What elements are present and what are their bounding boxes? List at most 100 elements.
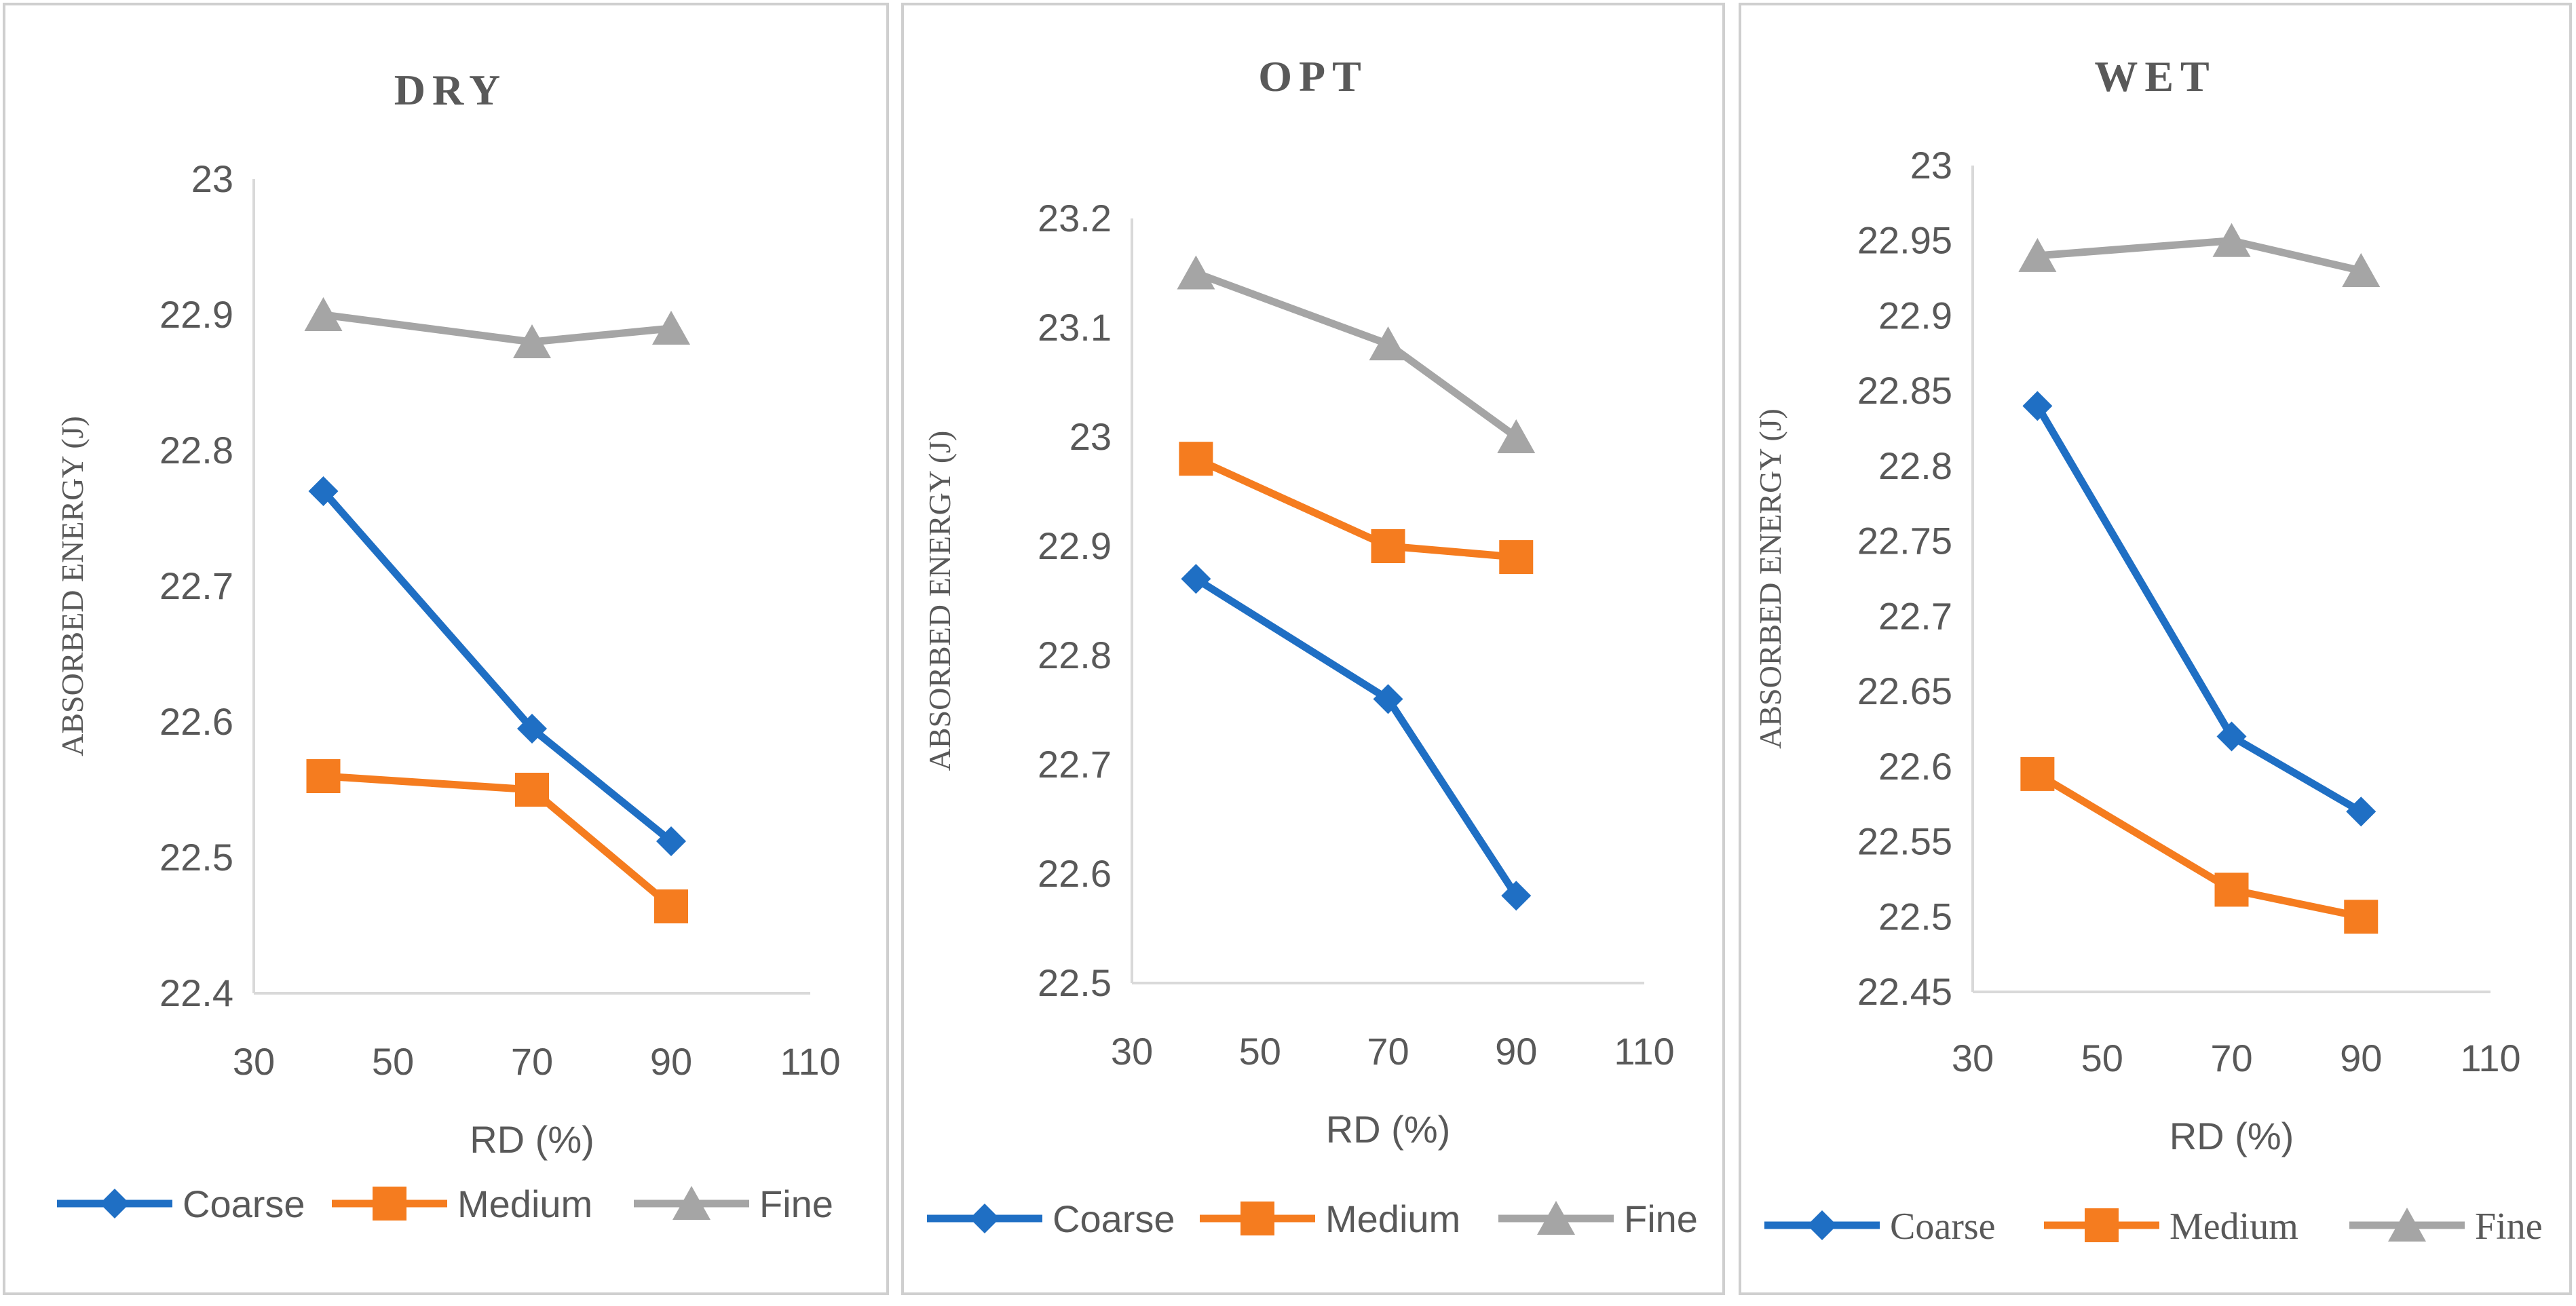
- y-tick-label: 22.6: [1038, 852, 1112, 895]
- legend-label: Coarse: [1890, 1206, 1996, 1248]
- data-point-fine: [304, 297, 343, 331]
- legend-label: Medium: [457, 1183, 592, 1225]
- y-tick-label: 22.9: [159, 293, 233, 336]
- data-point-coarse: [1181, 564, 1211, 594]
- chart-panel-dry: DRY 22.4 22.5 22.6 22.7 22.8 22.9 23 30 50 70 90 110…: [3, 3, 889, 1295]
- x-tick-label: 50: [2081, 1037, 2123, 1079]
- data-point-coarse: [1501, 881, 1532, 911]
- square-icon: [1240, 1202, 1274, 1235]
- data-point-fine: [1177, 255, 1215, 290]
- legend-item-medium: Medium: [1200, 1197, 1460, 1240]
- data-point-medium: [1179, 442, 1213, 476]
- y-tick-label: 22.8: [159, 429, 233, 472]
- y-tick-label: 22.85: [1857, 369, 1952, 412]
- triangle-icon: [1537, 1201, 1575, 1235]
- legend-label: Coarse: [183, 1183, 305, 1225]
- series-line-coarse: [2034, 404, 2364, 815]
- x-tick-label: 110: [1614, 1030, 1674, 1073]
- x-tick-label: 90: [2340, 1037, 2382, 1079]
- chart-title: DRY: [394, 66, 507, 114]
- chart-svg: OPT 22.5 22.6 22.7 22.8 22.9 23 23.1 23.2 30 50 70 9…: [922, 52, 1698, 1240]
- series-line-fine: [2037, 237, 2362, 275]
- x-axis-label: RD (%): [2170, 1115, 2294, 1157]
- data-point-coarse: [2346, 796, 2376, 827]
- x-tick-label: 30: [233, 1040, 275, 1083]
- y-axis-label: ABSORBED ENERGY (J): [922, 431, 957, 771]
- x-tick-label: 50: [1239, 1030, 1281, 1073]
- series-line-fine: [1194, 269, 1519, 440]
- data-point-coarse: [2216, 721, 2247, 752]
- data-point-coarse: [1373, 684, 1403, 714]
- x-tick-label: 30: [1952, 1037, 1994, 1079]
- x-tick-label: 110: [780, 1040, 840, 1083]
- y-tick-label: 22.5: [159, 836, 233, 879]
- data-point-fine: [1369, 326, 1407, 361]
- y-tick-label: 22.6: [159, 700, 233, 743]
- legend-label: Medium: [1325, 1197, 1460, 1240]
- chart-title: WET: [2094, 52, 2216, 100]
- legend-label: Coarse: [1053, 1197, 1175, 1240]
- legend-item-coarse: Coarse: [57, 1183, 305, 1225]
- y-tick-label: 22.8: [1038, 634, 1112, 676]
- y-tick-label: 22.55: [1857, 820, 1952, 863]
- legend-item-fine: Fine: [1498, 1197, 1698, 1240]
- y-tick-label: 22.6: [1878, 745, 1952, 788]
- square-icon: [2085, 1208, 2119, 1242]
- data-point-fine: [2212, 223, 2251, 257]
- chart-svg: DRY 22.4 22.5 22.6 22.7 22.8 22.9 23 30 50 70 90 110…: [55, 66, 841, 1225]
- data-point-coarse: [517, 714, 547, 744]
- data-point-fine: [652, 311, 690, 345]
- data-point-fine: [2018, 237, 2057, 272]
- triangle-icon: [673, 1186, 711, 1220]
- y-tick-label: 22.95: [1857, 219, 1952, 262]
- legend-item-fine: Fine: [634, 1183, 833, 1225]
- y-tick-label: 22.45: [1857, 970, 1952, 1013]
- data-point-medium: [1371, 529, 1405, 563]
- legend-label: Fine: [1624, 1197, 1698, 1240]
- legend-item-fine: Fine: [2349, 1206, 2543, 1248]
- x-axis-label: RD (%): [470, 1118, 594, 1161]
- y-axis-label: ABSORBED ENERGY (J): [55, 416, 90, 756]
- y-tick-label: 23.1: [1038, 306, 1112, 349]
- data-point-medium: [2020, 756, 2055, 791]
- x-tick-label: 110: [2460, 1037, 2520, 1079]
- series-line-medium: [1194, 455, 1517, 561]
- chart-title: OPT: [1258, 52, 1368, 100]
- data-point-fine: [513, 324, 551, 358]
- y-tick-label: 22.7: [159, 564, 233, 607]
- chart-panel-wet: WET 22.45 22.5 22.55 22.6 22.65 22.7 22.75 22.8 2…: [1739, 3, 2572, 1295]
- diamond-icon: [970, 1204, 1000, 1233]
- legend-label: Fine: [2475, 1206, 2543, 1248]
- y-tick-label: 22.8: [1878, 444, 1952, 487]
- y-tick-label: 22.5: [1878, 895, 1952, 938]
- y-tick-label: 23.2: [1038, 197, 1112, 239]
- x-tick-label: 70: [1367, 1030, 1409, 1073]
- diamond-icon: [1807, 1210, 1837, 1240]
- x-axis-label: RD (%): [1326, 1108, 1451, 1151]
- x-tick-label: 70: [511, 1040, 553, 1083]
- y-tick-label: 22.7: [1878, 594, 1952, 637]
- legend-item-coarse: Coarse: [1764, 1206, 1996, 1248]
- x-tick-label: 90: [650, 1040, 692, 1083]
- y-tick-label: 22.9: [1878, 294, 1952, 337]
- data-point-fine: [2342, 253, 2381, 288]
- y-axis-label: ABSORBED ENERGY (J): [1753, 408, 1787, 749]
- x-tick-label: 90: [1495, 1030, 1537, 1073]
- diamond-icon: [100, 1189, 130, 1218]
- data-point-medium: [515, 773, 549, 807]
- data-point-medium: [2344, 900, 2379, 934]
- legend-label: Fine: [759, 1183, 833, 1225]
- y-tick-label: 22.75: [1857, 520, 1952, 562]
- y-tick-label: 22.5: [1038, 961, 1112, 1004]
- data-point-medium: [654, 889, 688, 923]
- data-point-coarse: [2022, 391, 2053, 421]
- y-tick-label: 22.4: [159, 972, 233, 1014]
- square-icon: [373, 1187, 406, 1221]
- series-line-medium: [2035, 771, 2362, 921]
- data-point-coarse: [656, 826, 686, 856]
- legend-item-medium: Medium: [2044, 1206, 2298, 1248]
- y-tick-label: 22.65: [1857, 670, 1952, 712]
- triangle-icon: [2388, 1208, 2426, 1242]
- y-tick-label: 22.9: [1038, 524, 1112, 567]
- x-tick-label: 30: [1111, 1030, 1153, 1073]
